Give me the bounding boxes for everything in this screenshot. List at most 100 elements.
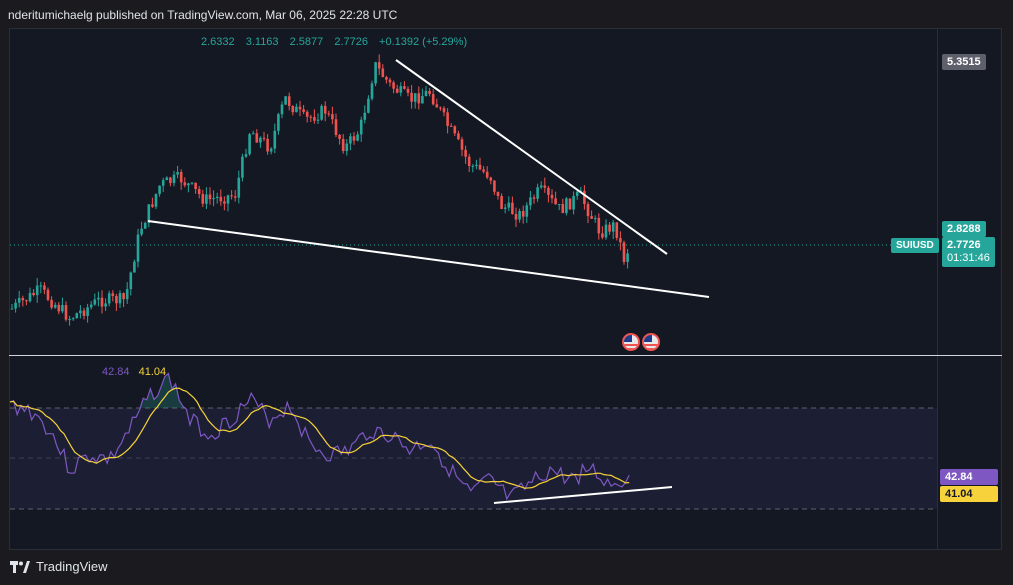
candle-body bbox=[547, 187, 550, 195]
candle-body bbox=[17, 297, 21, 303]
ohlc-legend: 2.6332 3.1163 2.5877 2.7726 +0.1392 (+5.… bbox=[201, 36, 475, 48]
candle-body bbox=[187, 183, 190, 186]
candle-body bbox=[215, 196, 219, 198]
candle-body bbox=[565, 198, 568, 214]
candle-body bbox=[230, 195, 233, 197]
candle-body bbox=[57, 304, 61, 312]
candle-body bbox=[608, 224, 611, 232]
candle-body bbox=[449, 125, 453, 127]
candle-body bbox=[305, 111, 309, 117]
candle-body bbox=[367, 98, 370, 113]
rsi-ma-line bbox=[9, 387, 630, 489]
candle-body bbox=[223, 201, 226, 204]
candle-body bbox=[295, 106, 298, 113]
pane-separator[interactable] bbox=[9, 355, 1002, 356]
candle-body bbox=[241, 156, 244, 178]
candle-body bbox=[619, 237, 622, 243]
candle-body bbox=[442, 108, 446, 113]
candle-body bbox=[158, 185, 161, 194]
lower-trendline[interactable] bbox=[147, 220, 710, 298]
high-price-label: 5.3515 bbox=[942, 54, 986, 70]
candle-body bbox=[313, 116, 316, 121]
candle-body bbox=[136, 234, 140, 262]
candle-body bbox=[291, 106, 295, 113]
candle-body bbox=[248, 134, 251, 155]
candle-body bbox=[338, 134, 341, 139]
price-axis-separator bbox=[937, 28, 938, 550]
candle-body bbox=[208, 194, 212, 200]
rsi-overbought-fill bbox=[130, 373, 185, 408]
candle-body bbox=[586, 204, 590, 217]
candle-body bbox=[320, 105, 323, 120]
candle-body bbox=[611, 222, 615, 232]
current-price: 2.7726 bbox=[947, 239, 981, 251]
rsi-ma-value: 41.04 bbox=[138, 366, 167, 378]
candle-body bbox=[482, 169, 485, 172]
candle-body bbox=[280, 104, 284, 115]
candle-body bbox=[435, 104, 439, 108]
candle-body bbox=[453, 126, 457, 134]
candle-body bbox=[46, 289, 50, 300]
candle-body bbox=[10, 308, 14, 310]
candle-body bbox=[176, 171, 179, 175]
candle-body bbox=[381, 68, 385, 77]
candle-body bbox=[532, 197, 536, 199]
candle-body bbox=[597, 217, 601, 234]
candle-body bbox=[35, 285, 39, 296]
candle-body bbox=[385, 76, 388, 80]
candle-body bbox=[316, 119, 320, 121]
candle-body bbox=[331, 114, 334, 120]
current-price-label: 2.7726 01:31:46 bbox=[942, 237, 995, 267]
candle-body bbox=[557, 204, 561, 206]
candle-body bbox=[255, 133, 259, 143]
candle-body bbox=[161, 180, 165, 186]
candle-body bbox=[626, 253, 629, 262]
publisher-text: nderitumichaelg published on TradingView… bbox=[8, 8, 398, 22]
candle-body bbox=[518, 211, 521, 220]
candle-body bbox=[14, 302, 17, 309]
candle-body bbox=[460, 139, 464, 150]
candle-body bbox=[50, 299, 53, 308]
us-flag-event-icon[interactable] bbox=[642, 333, 660, 351]
candle-body bbox=[424, 90, 428, 97]
ohlc-close: 2.7726 bbox=[334, 36, 368, 48]
rsi-trendline[interactable] bbox=[493, 486, 673, 504]
candle-body bbox=[129, 272, 133, 290]
candle-body bbox=[471, 165, 475, 167]
rsi-value: 42.84 bbox=[102, 366, 130, 378]
candle-body bbox=[457, 133, 460, 140]
candle-body bbox=[143, 222, 147, 229]
candle-body bbox=[89, 304, 93, 308]
upper-trendline[interactable] bbox=[395, 59, 668, 255]
candle-body bbox=[244, 154, 248, 157]
candle-body bbox=[107, 293, 111, 304]
us-flag-event-icon[interactable] bbox=[622, 333, 640, 351]
candle-body bbox=[363, 112, 367, 120]
tradingview-logo[interactable]: TradingView bbox=[10, 559, 108, 574]
candle-body bbox=[421, 96, 424, 104]
candles bbox=[10, 54, 629, 326]
bar-countdown: 01:31:46 bbox=[947, 252, 990, 264]
candle-body bbox=[25, 300, 28, 302]
candle-body bbox=[172, 174, 176, 184]
candle-body bbox=[53, 304, 57, 308]
candle-body bbox=[201, 194, 205, 204]
candle-body bbox=[269, 148, 273, 152]
candle-body bbox=[503, 207, 507, 209]
candle-body bbox=[399, 86, 403, 93]
candle-body bbox=[359, 119, 363, 135]
candle-body bbox=[485, 171, 489, 178]
candle-body bbox=[133, 261, 136, 273]
candle-body bbox=[266, 138, 269, 152]
candle-body bbox=[39, 285, 43, 287]
candle-body bbox=[377, 62, 381, 69]
candle-body bbox=[561, 204, 565, 214]
candle-body bbox=[93, 299, 97, 305]
candle-body bbox=[370, 83, 374, 99]
candle-body bbox=[568, 198, 572, 210]
candle-body bbox=[183, 182, 187, 186]
candle-body bbox=[273, 130, 277, 149]
candle-body bbox=[68, 319, 71, 321]
candle-body bbox=[190, 182, 194, 184]
